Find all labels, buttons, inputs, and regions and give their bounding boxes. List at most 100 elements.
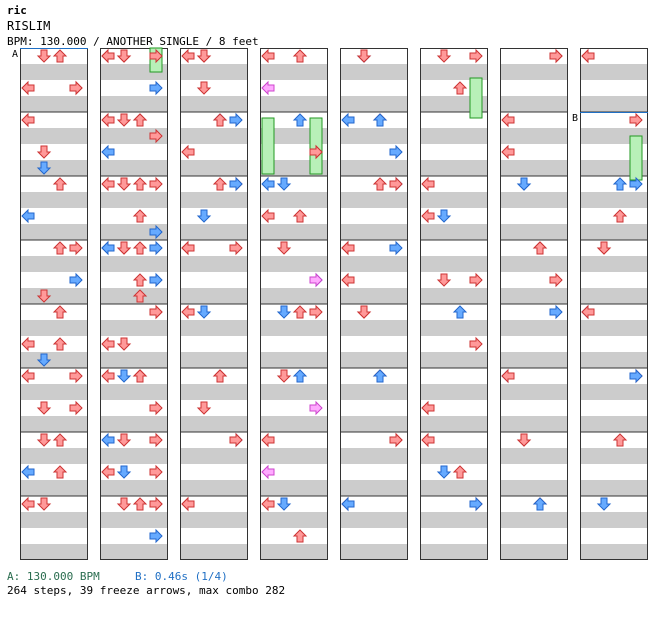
column-border [180, 48, 248, 560]
step-arrow [357, 305, 371, 319]
step-arrow [149, 497, 163, 511]
step-arrow [21, 369, 35, 383]
beat-stripe [20, 160, 88, 176]
step-arrow [53, 305, 67, 319]
step-arrow [309, 401, 323, 415]
beat-stripe [20, 512, 88, 528]
step-arrow [181, 49, 195, 63]
beat-stripe [260, 320, 328, 336]
step-arrow [149, 241, 163, 255]
step-arrow [149, 529, 163, 543]
step-arrow [549, 49, 563, 63]
beat-stripe [20, 128, 88, 144]
step-arrow [149, 465, 163, 479]
step-arrow [453, 81, 467, 95]
column-border [500, 48, 568, 560]
beat-stripe [340, 480, 408, 496]
step-arrow [421, 177, 435, 191]
beat-stripe [180, 352, 248, 368]
chart-info: BPM: 130.000 / ANOTHER SINGLE / 8 feet [7, 35, 259, 48]
beat-stripe [180, 544, 248, 560]
beat-stripe [420, 224, 488, 240]
song-title: RISLIM [7, 19, 51, 33]
step-arrow [341, 241, 355, 255]
step-arrow [101, 337, 115, 351]
step-arrow [341, 497, 355, 511]
step-arrow [293, 529, 307, 543]
step-arrow [133, 369, 147, 383]
step-arrow [261, 465, 275, 479]
beat-stripe [500, 160, 568, 176]
step-arrow [37, 401, 51, 415]
beat-stripe [500, 352, 568, 368]
beat-stripe [100, 320, 168, 336]
step-arrow [37, 497, 51, 511]
chart-column [100, 48, 168, 560]
freeze-arrow [629, 135, 643, 181]
step-arrow [21, 113, 35, 127]
step-arrow [629, 369, 643, 383]
step-arrow [501, 369, 515, 383]
beat-stripe [580, 256, 648, 272]
step-arrow [117, 241, 131, 255]
step-arrow [293, 49, 307, 63]
step-arrow [213, 369, 227, 383]
step-arrow [149, 177, 163, 191]
beat-stripe [20, 96, 88, 112]
beat-stripe [100, 544, 168, 560]
beat-stripe [340, 64, 408, 80]
beat-stripe [100, 512, 168, 528]
step-arrow [101, 177, 115, 191]
step-arrow [533, 497, 547, 511]
beat-stripe [580, 384, 648, 400]
step-arrow [117, 113, 131, 127]
beat-stripe [580, 416, 648, 432]
step-arrow [69, 241, 83, 255]
beat-stripe [100, 416, 168, 432]
beat-stripe [260, 544, 328, 560]
step-arrow [373, 369, 387, 383]
step-arrow [101, 113, 115, 127]
step-arrow [549, 273, 563, 287]
step-arrow [181, 145, 195, 159]
beat-stripe [500, 448, 568, 464]
step-arrow [117, 177, 131, 191]
step-arrow [69, 81, 83, 95]
step-arrow [373, 177, 387, 191]
beat-stripe [580, 320, 648, 336]
step-arrow [501, 113, 515, 127]
beat-stripe [260, 192, 328, 208]
step-arrow [53, 177, 67, 191]
beat-stripe [340, 96, 408, 112]
beat-stripe [500, 544, 568, 560]
beat-stripe [20, 384, 88, 400]
beat-stripe [20, 192, 88, 208]
step-arrow [37, 49, 51, 63]
step-arrow [37, 433, 51, 447]
step-arrow [469, 273, 483, 287]
step-arrow [229, 177, 243, 191]
step-arrow [21, 465, 35, 479]
step-arrow [261, 433, 275, 447]
step-arrow [149, 401, 163, 415]
beat-stripe [340, 544, 408, 560]
step-arrow [469, 49, 483, 63]
beat-stripe [180, 448, 248, 464]
freeze-arrow [261, 117, 275, 175]
step-arrow [213, 177, 227, 191]
step-arrow [437, 209, 451, 223]
step-arrow [229, 113, 243, 127]
chart-column [420, 48, 488, 560]
step-arrow [69, 369, 83, 383]
step-arrow [21, 209, 35, 223]
step-arrow [293, 369, 307, 383]
beat-stripe [500, 224, 568, 240]
step-arrow [277, 305, 291, 319]
bpm-b-label: B: 0.46s (1/4) [135, 570, 228, 583]
beat-stripe [420, 320, 488, 336]
artist-name: ric [7, 4, 27, 17]
chart-column [20, 48, 88, 560]
beat-stripe [180, 160, 248, 176]
beat-stripe [420, 448, 488, 464]
step-arrow [469, 337, 483, 351]
